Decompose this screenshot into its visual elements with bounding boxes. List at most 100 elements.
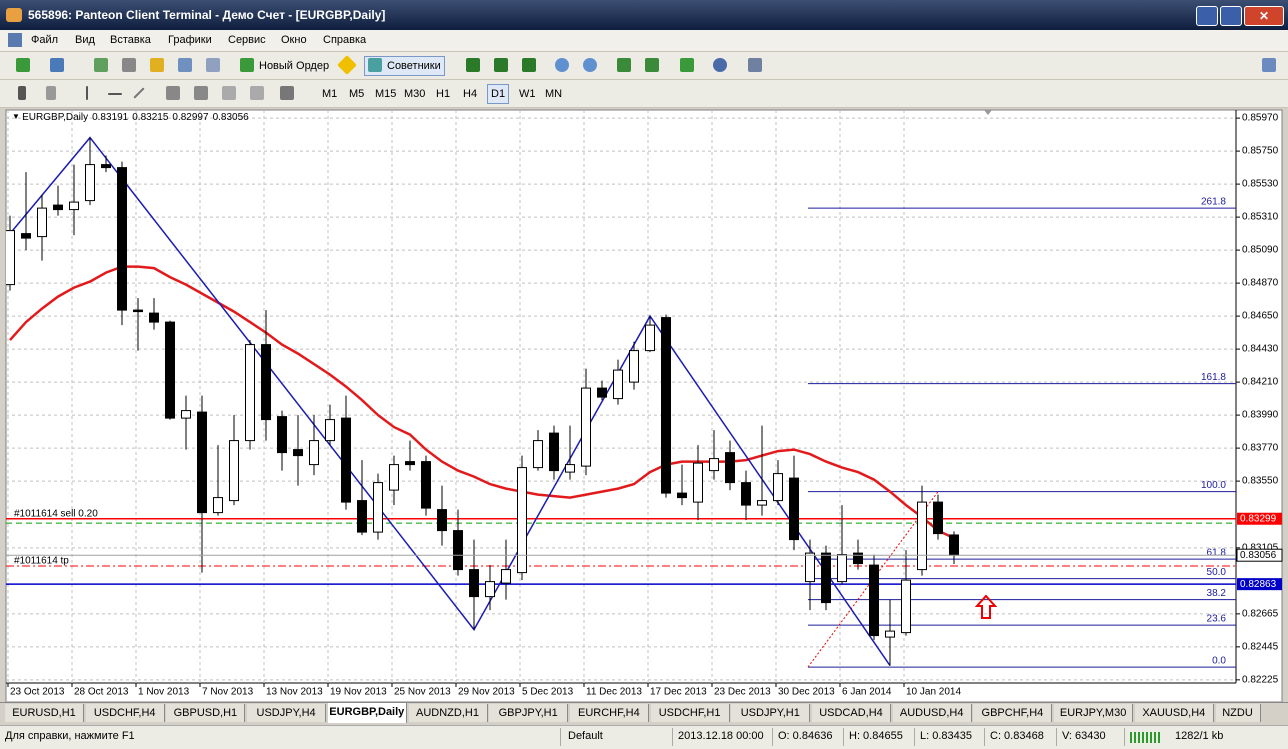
tool-icon[interactable] (645, 58, 659, 72)
price-box-label: 0.82863 (1240, 579, 1277, 590)
chart-tab[interactable]: AUDUSD,H4 (892, 704, 972, 722)
chart-tab[interactable]: EURCHF,H4 (569, 704, 649, 722)
minimize-button[interactable] (1196, 6, 1218, 26)
status-open: O: 0.84636 (778, 730, 833, 742)
chart-tab[interactable]: USDJPY,H4 (247, 704, 327, 722)
status-traffic: 1282/1 kb (1175, 730, 1224, 742)
line-label: #1011614 sell 0.20 (14, 508, 98, 519)
y-tick-label: 0.82445 (1242, 641, 1279, 652)
chart-tab[interactable]: EURJPY,M30 (1054, 704, 1134, 722)
y-tick-label: 0.84210 (1242, 377, 1279, 388)
candle-body (933, 501, 943, 535)
tool-icon[interactable] (522, 58, 536, 72)
chart-tab[interactable]: USDJPY,H1 (731, 704, 811, 722)
chart-tab[interactable]: EURUSD,H1 (5, 704, 84, 722)
chart-tab[interactable]: NZDU (1215, 704, 1261, 722)
tool-icon[interactable] (150, 58, 164, 72)
candle-body (53, 204, 63, 211)
chart-tab[interactable]: USDCAD,H4 (812, 704, 891, 722)
chart-tab[interactable]: USDCHF,H1 (650, 704, 730, 722)
tool-icon[interactable] (133, 87, 145, 99)
chart-tab[interactable]: AUDNZD,H1 (408, 704, 488, 722)
tool-icon[interactable] (680, 58, 694, 72)
menu-item[interactable]: Графики (168, 34, 212, 46)
arrow-annotation (974, 594, 998, 619)
tool-icon[interactable] (108, 93, 122, 95)
timeframe-button[interactable]: M1 (322, 88, 338, 100)
chart-tab[interactable]: XAUUSD,H4 (1134, 704, 1214, 722)
timeframe-button[interactable]: M15 (375, 88, 397, 100)
status-close: C: 0.83468 (990, 730, 1044, 742)
timeframe-button[interactable]: H1 (436, 88, 451, 100)
chart-tab[interactable]: EURGBP,Daily (327, 703, 407, 723)
menu-item[interactable]: Справка (323, 34, 367, 46)
x-tick-label: 23 Dec 2013 (714, 687, 771, 698)
tool-icon[interactable] (555, 58, 569, 72)
candle-body (325, 419, 335, 442)
menu-item[interactable]: Сервис (228, 34, 266, 46)
chart-tab[interactable]: GBPCHF,H4 (973, 704, 1053, 722)
tool-icon[interactable] (466, 58, 480, 72)
menu-item[interactable]: Вид (75, 34, 95, 46)
tool-icon[interactable] (617, 58, 631, 72)
tool-icon[interactable] (178, 58, 192, 72)
chart-background (5, 109, 1283, 703)
tool-icon[interactable] (50, 58, 64, 72)
timeframe-button[interactable]: M30 (404, 88, 426, 100)
y-tick-label: 0.85310 (1242, 212, 1279, 223)
candle-body (741, 482, 751, 506)
candle-body (853, 552, 863, 565)
candle-body (693, 462, 703, 503)
timeframe-button[interactable]: D1 (487, 84, 510, 104)
tool-icon[interactable] (16, 58, 30, 72)
chart-tab[interactable]: GBPUSD,H1 (166, 704, 246, 722)
candle-body (725, 452, 735, 484)
candle-body (485, 581, 495, 598)
close-button[interactable]: ✕ (1244, 6, 1284, 26)
candle-body (85, 164, 95, 202)
tool-icon[interactable] (748, 58, 762, 72)
tool-icon[interactable] (250, 86, 264, 100)
fib-label: 261.8 (1201, 197, 1226, 208)
symbol: EURGBP,Daily (22, 112, 88, 123)
status-low: L: 0.83435 (920, 730, 972, 742)
menu-icon (8, 33, 22, 47)
tool-icon[interactable] (222, 86, 236, 100)
maximize-button[interactable] (1220, 6, 1242, 26)
tool-icon[interactable] (194, 86, 208, 100)
tool-icon[interactable] (583, 58, 597, 72)
menu-item[interactable]: Вставка (110, 34, 151, 46)
tool-icon[interactable] (494, 58, 508, 72)
price-box-label: 0.83056 (1240, 550, 1277, 561)
tool-icon[interactable] (122, 58, 136, 72)
timeframe-button[interactable]: W1 (519, 88, 536, 100)
tool-icon[interactable] (206, 58, 220, 72)
tool-icon[interactable] (337, 55, 357, 75)
chart-tab[interactable]: GBPJPY,H1 (489, 704, 569, 722)
candle-body (421, 461, 431, 509)
tool-icon[interactable] (18, 86, 26, 100)
menu-item[interactable]: Файл (31, 34, 59, 46)
chart-tab[interactable]: USDCHF,H4 (85, 704, 165, 722)
tool-icon[interactable] (280, 86, 294, 100)
tool-icon[interactable] (46, 86, 56, 100)
menu-item[interactable]: Окно (281, 34, 307, 46)
timeframe-button[interactable]: M5 (349, 88, 365, 100)
timeframe-button[interactable]: MN (545, 88, 563, 100)
tool-icon[interactable] (713, 58, 727, 72)
candle-body (197, 411, 207, 514)
tool-icon (240, 58, 254, 72)
tool-icon[interactable] (94, 58, 108, 72)
new-order-button[interactable]: Новый Ордер (259, 60, 330, 72)
candle-body (453, 530, 463, 571)
x-tick-label: 23 Oct 2013 (10, 687, 65, 698)
separator (984, 728, 985, 746)
tool-icon[interactable] (166, 86, 180, 100)
candle-body (757, 500, 767, 506)
candle-body (517, 467, 527, 574)
timeframe-button[interactable]: H4 (463, 88, 478, 100)
tool-icon[interactable] (1262, 58, 1276, 72)
tool-icon[interactable] (86, 86, 88, 100)
status-time: 2013.12.18 00:00 (678, 730, 764, 742)
experts-button[interactable]: Советники (364, 56, 445, 76)
